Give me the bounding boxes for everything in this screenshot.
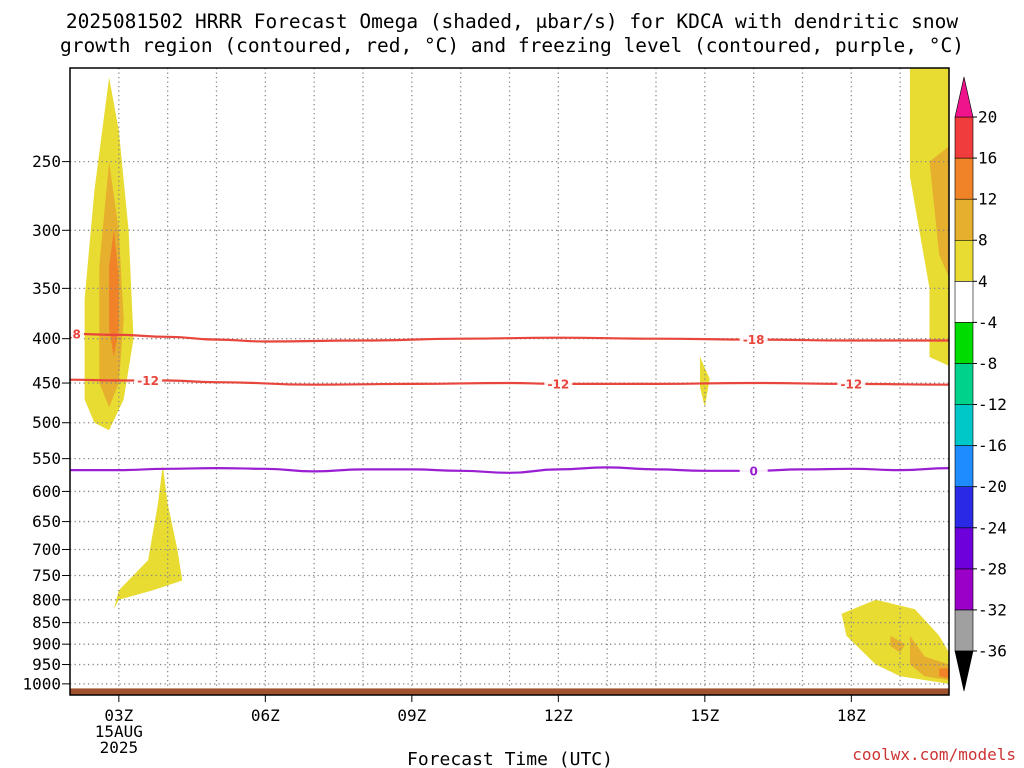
omega-region-10 (939, 668, 949, 679)
colorbar-label: -12 (978, 395, 1007, 414)
y-tick-label: 250 (32, 152, 61, 171)
omega-shading-layer (84, 68, 949, 684)
y-tick-label: 800 (32, 590, 61, 609)
colorbar-segment-2 (954, 568, 974, 611)
colorbar-segment-12 (954, 157, 974, 200)
colorbar-label: -36 (978, 642, 1007, 661)
plot-frame (69, 67, 950, 696)
colorbar-label: 16 (978, 149, 997, 168)
chart-title-line-1: 2025081502 HRRR Forecast Omega (shaded, … (66, 10, 958, 33)
contour-label-bg--18-1 (739, 332, 768, 347)
y-tick-label: 750 (32, 566, 61, 585)
y-tick-label: 850 (32, 613, 61, 632)
contour-label--12: -12 (840, 377, 862, 391)
contour-label-bg--12-1 (544, 376, 573, 391)
y-tick-label: 400 (32, 329, 61, 348)
y-tick-label: 950 (32, 655, 61, 674)
omega-region-14 (446, 580, 564, 665)
colorbar-segment-10 (954, 239, 974, 282)
grid-lines (70, 68, 949, 695)
x-tick-date-label: 15AUG (95, 722, 143, 741)
y-tick-label: 700 (32, 540, 61, 559)
y-tick-label: 900 (32, 635, 61, 654)
colorbar-label: -32 (978, 600, 1007, 619)
colorbar-segment-13 (954, 116, 974, 159)
x-tick-label: 12Z (544, 706, 573, 725)
colorbar-segment-11 (954, 198, 974, 241)
colorbar-label: -8 (978, 354, 997, 373)
omega-region-4 (113, 465, 183, 610)
contour-label-bg--18-0 (70, 326, 84, 341)
colorbar-max-arrow (954, 76, 974, 118)
omega-region-7 (929, 146, 949, 278)
colorbar-segment-3 (954, 527, 974, 570)
color-scale-bar: -36 -32 -28 -24 -20 -16 -12 -8 -4 4 8 12 16 20 (954, 76, 1007, 692)
x-tick-label: 18Z (837, 706, 866, 725)
colorbar-segment-9 (954, 280, 974, 323)
y-tick-label: 1000 (22, 674, 61, 693)
colorbar-label: -28 (978, 559, 1007, 578)
y-tick-label: 550 (32, 449, 61, 468)
y-axis-ticks: 250 300 350 400 450 500 550 600 650 700 750 800 850 9… (22, 152, 70, 693)
x-tick-label: 06Z (251, 706, 280, 725)
omega-region-2 (109, 230, 119, 357)
contour-label-bg-0-0 (739, 463, 768, 478)
colorbar-segment-1 (954, 609, 974, 652)
contour-label-bg--12-2 (837, 376, 866, 391)
x-axis-label: Forecast Time (UTC) (407, 749, 613, 768)
colorbar-label: -24 (978, 518, 1007, 537)
colorbar-min-arrow (954, 650, 974, 692)
contour-label-0: 0 (749, 464, 757, 478)
contour-label-bg--12-0 (134, 373, 163, 388)
omega-region-15 (646, 580, 720, 657)
y-tick-label: 300 (32, 221, 61, 240)
colorbar-label: -4 (978, 313, 997, 332)
contour-label--18: -18 (743, 333, 765, 347)
contour-label--18: -18 (59, 327, 81, 341)
contour-line--18 (70, 332, 949, 343)
y-tick-label: 650 (32, 512, 61, 531)
colorbar-segment-4 (954, 486, 974, 529)
contour-line--12 (70, 378, 949, 386)
x-tick-label: 15Z (690, 706, 719, 725)
omega-region-13 (343, 609, 388, 653)
x-tick-label: 09Z (397, 706, 426, 725)
omega-region-5 (700, 357, 710, 408)
ground-surface (70, 688, 949, 695)
omega-region-16 (802, 527, 949, 581)
colorbar-segment-5 (954, 445, 974, 488)
omega-region-3 (157, 68, 183, 400)
colorbar-label: -16 (978, 436, 1007, 455)
y-tick-label: 450 (32, 374, 61, 393)
colorbar-label: 8 (978, 231, 988, 250)
contour-layer: -18 -18 -12 -12 -12 0 (59, 326, 949, 478)
x-tick-year-label: 2025 (100, 738, 139, 757)
colorbar-segment-8 (954, 322, 974, 364)
chart-title-line-2: growth region (contoured, red, °C) and f… (60, 34, 964, 57)
colorbar-segment-6 (954, 404, 974, 446)
colorbar-label: 20 (978, 108, 997, 127)
y-tick-label: 600 (32, 482, 61, 501)
omega-region-11 (890, 635, 906, 653)
omega-region-6 (909, 68, 949, 366)
contour-line-0 (70, 466, 949, 474)
colorbar-label: 12 (978, 190, 997, 209)
contour-label--12: -12 (547, 377, 569, 391)
contour-label--12: -12 (137, 374, 159, 388)
y-tick-label: 350 (32, 279, 61, 298)
colorbar-label: -20 (978, 477, 1007, 496)
colorbar-label: 4 (978, 272, 988, 291)
omega-region-12 (306, 560, 319, 598)
x-tick-label: 03Z (104, 706, 133, 725)
y-tick-label: 500 (32, 413, 61, 432)
source-credit: coolwx.com/models (852, 745, 1016, 764)
colorbar-segment-7 (954, 363, 974, 405)
